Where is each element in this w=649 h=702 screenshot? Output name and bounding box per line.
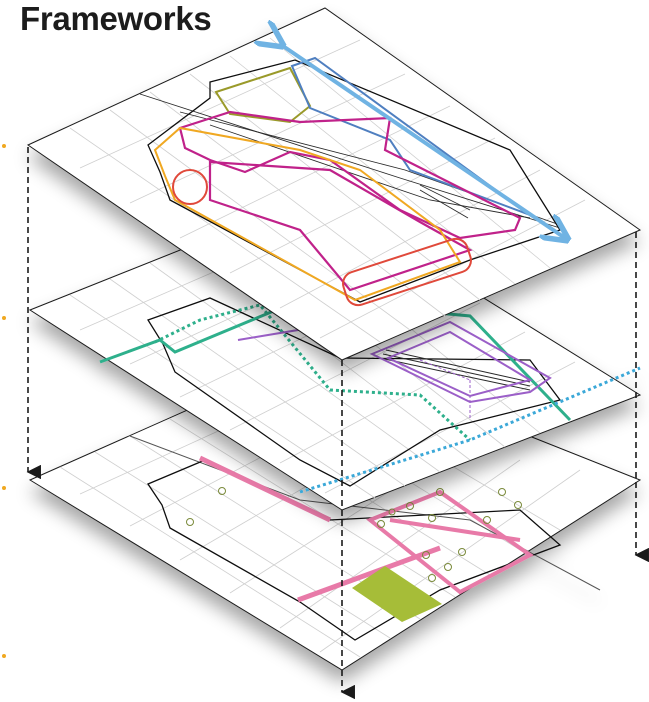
tree-rings	[186, 487, 522, 582]
orange-zone	[153, 126, 462, 302]
side-markers	[2, 144, 6, 658]
side-marker-3	[2, 486, 6, 490]
connector-arrows	[26, 147, 649, 700]
page-title: Frameworks	[20, 0, 212, 37]
pink-band-4	[389, 518, 521, 542]
pink-band-3	[366, 489, 534, 595]
cyan-dotted-path	[299, 366, 641, 494]
red-rounded-rect	[342, 237, 472, 307]
green-block	[352, 566, 442, 622]
pink-band-1	[198, 455, 332, 523]
teal-path	[99, 298, 572, 422]
red-circle	[172, 169, 208, 205]
middle-site-outline	[147, 297, 562, 487]
side-marker-4	[2, 654, 6, 658]
side-marker-2	[2, 316, 6, 320]
top-layer	[26, 7, 642, 361]
blue-double-arrow	[280, 44, 565, 238]
side-marker-1	[2, 144, 6, 148]
